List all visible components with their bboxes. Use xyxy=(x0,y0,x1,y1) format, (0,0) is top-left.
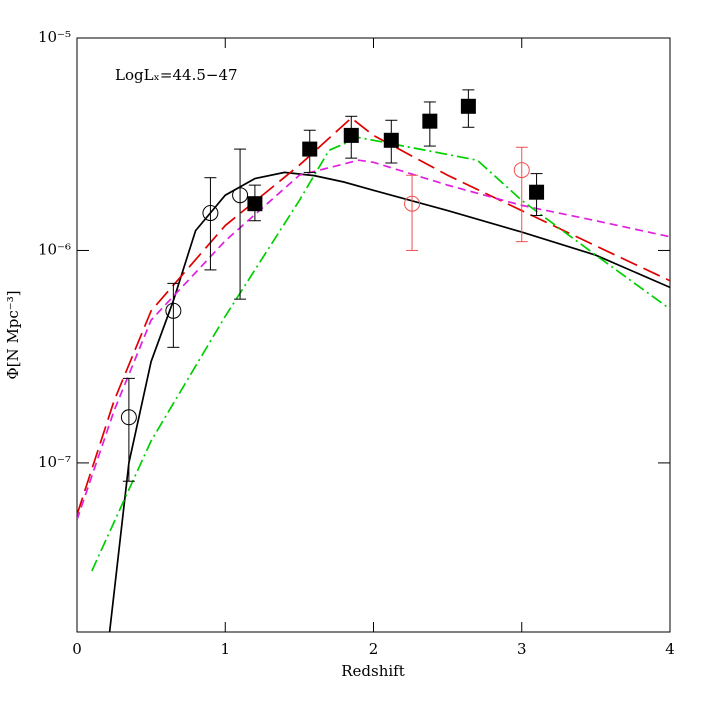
circle-marker xyxy=(513,162,530,179)
circle-marker xyxy=(202,205,219,222)
square-marker xyxy=(460,98,476,114)
plot-area xyxy=(77,89,670,632)
x-axis-label: Redshift xyxy=(341,662,405,680)
curve xyxy=(91,136,670,572)
curve xyxy=(77,116,670,516)
circle-marker xyxy=(165,302,182,319)
square-marker xyxy=(343,127,359,143)
x-tick-label: 4 xyxy=(665,640,675,658)
circle-marker xyxy=(404,195,421,212)
x-tick-label: 1 xyxy=(220,640,230,658)
circle-marker xyxy=(232,187,249,204)
x-tick-label: 2 xyxy=(369,640,379,658)
curve xyxy=(108,171,670,632)
circle-marker xyxy=(120,409,137,426)
square-marker xyxy=(422,113,438,129)
y-tick-label: 10⁻⁷ xyxy=(38,453,71,471)
annotation: LogLₓ=44.5−47 xyxy=(115,66,238,84)
square-marker xyxy=(529,184,545,200)
y-tick-label: 10⁻⁶ xyxy=(38,240,71,258)
square-marker xyxy=(302,141,318,157)
curve xyxy=(77,159,670,521)
square-marker xyxy=(383,132,399,148)
square-marker xyxy=(247,196,263,212)
y-tick-label: 10⁻⁵ xyxy=(38,28,71,46)
x-tick-label: 3 xyxy=(517,640,527,658)
x-tick-label: 0 xyxy=(72,640,82,658)
y-axis-label: Φ[N Mpc⁻³] xyxy=(4,290,22,379)
plot-frame xyxy=(76,37,671,633)
